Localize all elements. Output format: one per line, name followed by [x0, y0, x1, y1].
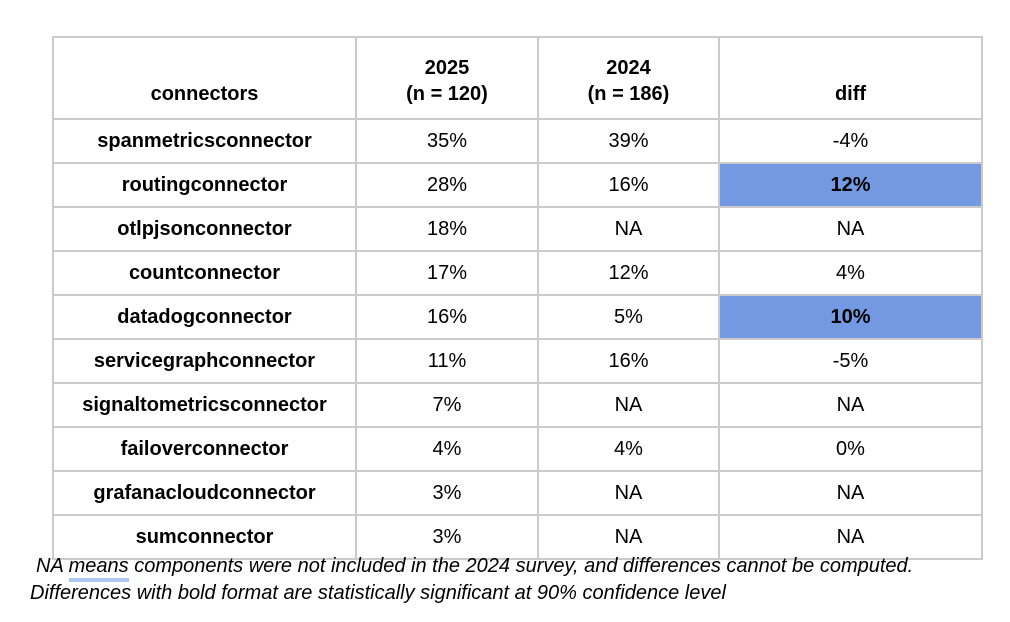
column-header-sublabel: (n = 120) — [406, 83, 488, 105]
connectors-table-container: connectors 2025 (n = 120) 2024 (n = 186)… — [52, 36, 983, 560]
value-2025: 17% — [355, 250, 539, 296]
diff-value: -5% — [718, 338, 983, 384]
column-header-label: 2024 — [606, 57, 651, 79]
value-2025: 35% — [355, 118, 539, 164]
value-2025: 3% — [355, 470, 539, 516]
value-2024: NA — [537, 470, 720, 516]
diff-value: NA — [718, 206, 983, 252]
table-row: failoverconnector 4% 4% 0% — [52, 426, 983, 472]
diff-value: 0% — [718, 426, 983, 472]
connectors-table: connectors 2025 (n = 120) 2024 (n = 186)… — [52, 36, 983, 560]
footnote-line-2: Differences with bold format are statist… — [30, 582, 726, 604]
value-2024: NA — [537, 382, 720, 428]
diff-value: NA — [718, 382, 983, 428]
value-2024: 5% — [537, 294, 720, 340]
value-2024: NA — [537, 206, 720, 252]
footnote-text: NA — [36, 555, 69, 577]
column-header-2025: 2025 (n = 120) — [355, 36, 539, 120]
connector-name: datadogconnector — [52, 294, 357, 340]
value-2024: 16% — [537, 338, 720, 384]
table-row: routingconnector 28% 16% 12% — [52, 162, 983, 208]
connector-name: countconnector — [52, 250, 357, 296]
column-header-label: connectors — [150, 83, 259, 105]
column-header-diff: diff — [718, 36, 983, 120]
connector-name: otlpjsonconnector — [52, 206, 357, 252]
table-row: datadogconnector 16% 5% 10% — [52, 294, 983, 340]
footnote: NA means components were not included in… — [30, 553, 995, 607]
value-2024: 39% — [537, 118, 720, 164]
value-2025: 3% — [355, 514, 539, 560]
table-row: countconnector 17% 12% 4% — [52, 250, 983, 296]
header-row: connectors 2025 (n = 120) 2024 (n = 186)… — [52, 36, 983, 120]
value-2025: 7% — [355, 382, 539, 428]
table-row: grafanacloudconnector 3% NA NA — [52, 470, 983, 516]
table-row: spanmetricsconnector 35% 39% -4% — [52, 118, 983, 164]
connector-name: signaltometricsconnector — [52, 382, 357, 428]
table-row: sumconnector 3% NA NA — [52, 514, 983, 560]
diff-value: -4% — [718, 118, 983, 164]
connector-name: spanmetricsconnector — [52, 118, 357, 164]
connector-name: routingconnector — [52, 162, 357, 208]
value-2024: 4% — [537, 426, 720, 472]
value-2025: 28% — [355, 162, 539, 208]
diff-value: NA — [718, 514, 983, 560]
value-2025: 4% — [355, 426, 539, 472]
diff-value: NA — [718, 470, 983, 516]
connector-name: sumconnector — [52, 514, 357, 560]
connector-name: grafanacloudconnector — [52, 470, 357, 516]
value-2025: 18% — [355, 206, 539, 252]
grammar-suggestion-underline: means — [68, 555, 129, 582]
column-header-2024: 2024 (n = 186) — [537, 36, 720, 120]
value-2025: 16% — [355, 294, 539, 340]
column-header-label: diff — [834, 83, 867, 105]
diff-value: 4% — [718, 250, 983, 296]
value-2024: NA — [537, 514, 720, 560]
footnote-text: components were not included in the 2024… — [128, 555, 914, 577]
value-2024: 16% — [537, 162, 720, 208]
table-row: otlpjsonconnector 18% NA NA — [52, 206, 983, 252]
value-2024: 12% — [537, 250, 720, 296]
column-header-label: 2025 — [424, 57, 470, 79]
diff-value-highlighted: 12% — [718, 162, 983, 208]
diff-value-highlighted: 10% — [718, 294, 983, 340]
table-row: signaltometricsconnector 7% NA NA — [52, 382, 983, 428]
connector-name: servicegraphconnector — [52, 338, 357, 384]
footnote-line-1: NA means components were not included in… — [30, 553, 995, 582]
table-row: servicegraphconnector 11% 16% -5% — [52, 338, 983, 384]
connector-name: failoverconnector — [52, 426, 357, 472]
column-header-connectors: connectors — [52, 36, 357, 120]
column-header-sublabel: (n = 186) — [587, 83, 670, 105]
value-2025: 11% — [355, 338, 539, 384]
